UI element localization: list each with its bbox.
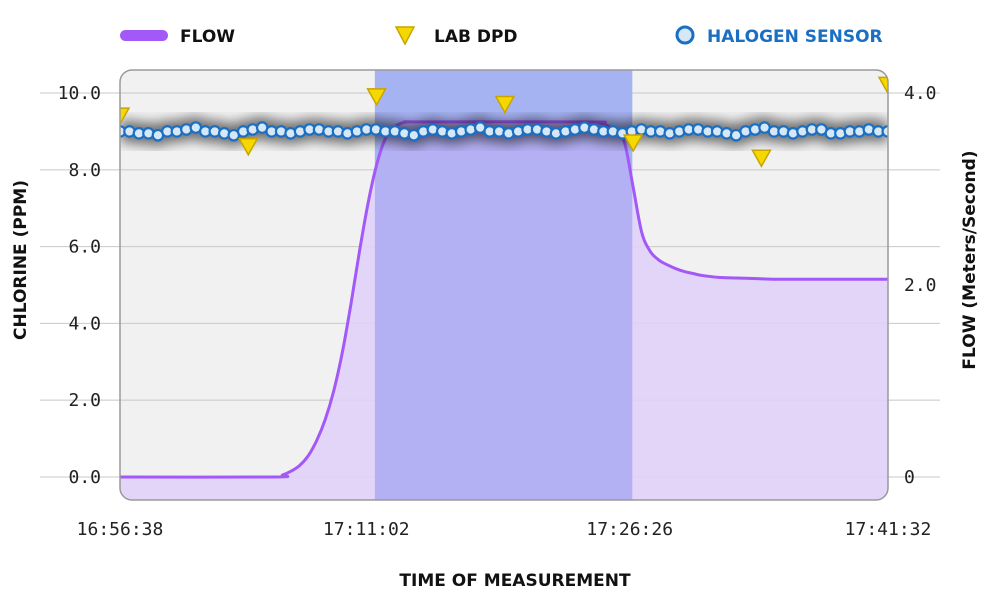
lab-point: [494, 95, 516, 115]
y-left-tick-label: 10.0: [58, 83, 101, 104]
y-right-axis-title: FLOW (Meters/Second): [960, 150, 980, 369]
y-left-tick-label: 8.0: [68, 160, 101, 181]
legend-item-lab: LAB DPD: [394, 26, 518, 47]
legend: FLOW LAB DPD HALOGEN SENSOR: [120, 25, 883, 47]
legend-label-sensor: HALOGEN SENSOR: [707, 27, 883, 47]
flow-swatch: [120, 30, 168, 41]
x-tick-label: 17:41:32: [845, 519, 932, 540]
lab-point: [238, 138, 259, 157]
x-tick-label: 17:11:02: [323, 519, 410, 540]
y-left-tick-label: 6.0: [68, 237, 101, 258]
legend-item-sensor: HALOGEN SENSOR: [675, 25, 883, 47]
x-ticks: 16:56:38 17:11:02 17:26:26 17:41:32: [77, 519, 932, 540]
flow-area: [120, 121, 888, 500]
legend-label-lab: LAB DPD: [434, 27, 518, 47]
y-left-tick-label: 2.0: [68, 390, 101, 411]
lab-point: [366, 88, 387, 107]
lab-point: [877, 76, 888, 95]
y-right-ticks: 0 2.0 4.0: [904, 83, 937, 488]
y-right-tick-label: 0: [904, 467, 915, 488]
plot-border: [119, 69, 889, 501]
sensor-points: [120, 121, 888, 142]
y-left-axis-title: CHLORINE (PPM): [11, 180, 31, 340]
y-right-tick-label: 4.0: [904, 83, 937, 104]
y-left-tick-label: 0.0: [68, 467, 101, 488]
lab-points: [120, 76, 888, 168]
legend-item-flow: FLOW: [120, 27, 235, 47]
y-right-tick-label: 2.0: [904, 275, 937, 296]
lab-point: [751, 149, 772, 168]
y-left-tick-label: 4.0: [68, 313, 101, 334]
y-left-ticks: 0.0 2.0 4.0 6.0 8.0 10.0: [58, 83, 101, 488]
circle-marker-icon: [675, 25, 695, 45]
lab-point: [120, 107, 131, 126]
x-tick-label: 17:26:26: [586, 519, 673, 540]
legend-label-flow: FLOW: [180, 27, 235, 47]
x-axis-title: TIME OF MEASUREMENT: [399, 571, 631, 591]
lab-point: [622, 134, 644, 153]
triangle-down-icon: [394, 26, 416, 46]
x-tick-label: 16:56:38: [77, 519, 164, 540]
